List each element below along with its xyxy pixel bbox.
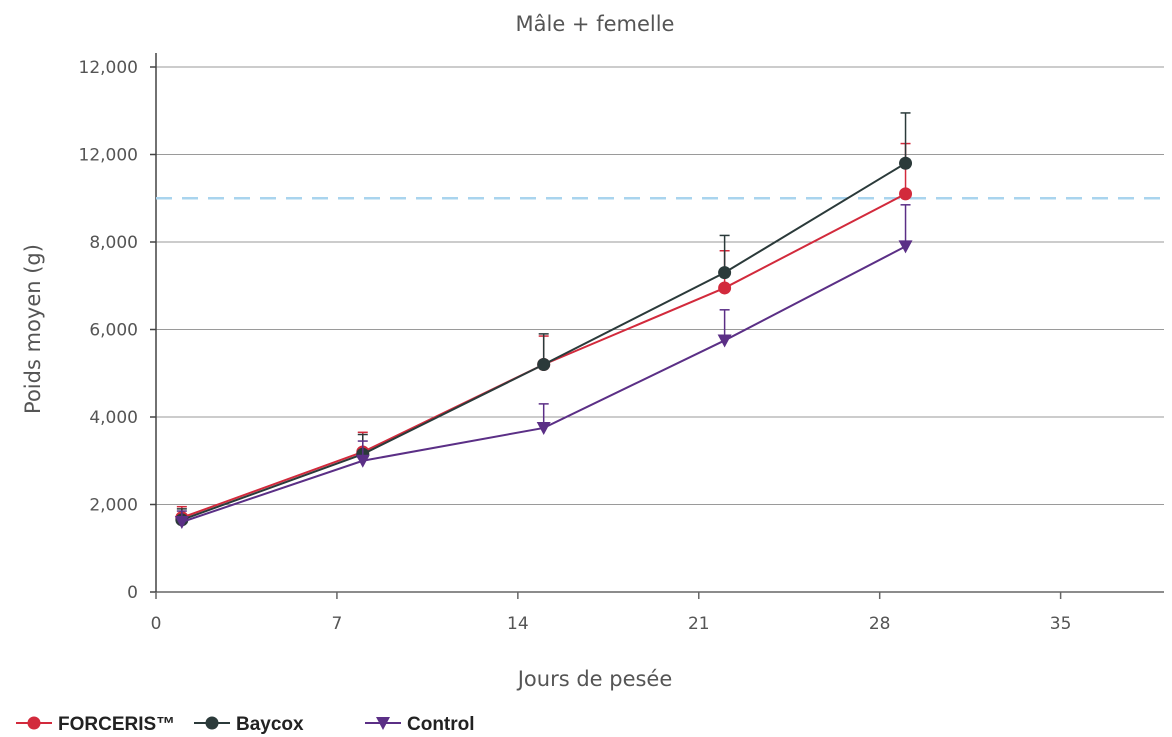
grid [156,66,1164,593]
x-tick-label: 0 [151,614,162,634]
x-axis-ticks: 0 7 14 21 28 35 [151,592,1072,634]
data-point [537,358,551,371]
x-tick-label: 28 [869,614,891,634]
y-axis-ticks: 0 2,000 4,000 6,000 8,000 12,000 12,000 [79,58,156,603]
y-tick-label: 2,000 [89,496,138,516]
series-group [174,112,913,529]
legend-item: FORCERIS™ [16,714,175,735]
legend-label: FORCERIS™ [58,714,175,735]
legend-marker [27,716,41,730]
y-tick-label: 4,000 [89,408,138,428]
x-tick-label: 21 [688,614,710,634]
legend-marker [205,716,219,730]
x-tick-label: 14 [507,614,529,634]
data-point [899,187,913,201]
data-point [899,156,913,170]
y-tick-label: 8,000 [89,233,138,253]
y-axis-label: Poids moyen (g) [21,244,45,414]
x-tick-label: 7 [332,614,343,634]
series-control [174,204,913,529]
legend: FORCERIS™ Baycox Control [16,714,475,735]
x-axis-label: Jours de pesée [516,667,673,691]
legend-label: Control [407,714,475,735]
data-point [718,266,732,280]
series-baycox [175,112,913,527]
data-point [717,334,732,348]
data-point [174,516,189,529]
legend-item: Control [365,714,475,735]
data-point [718,281,732,295]
y-tick-label: 6,000 [89,321,138,341]
legend-marker [376,717,390,730]
data-point [355,454,370,468]
y-tick-label: 12,000 [79,146,138,166]
x-tick-label: 35 [1050,614,1072,634]
y-tick-label: 12,000 [79,58,138,78]
legend-label: Baycox [236,714,304,735]
chart-title: Mâle + femelle [516,12,675,36]
y-tick-label: 0 [127,583,138,603]
data-point [536,421,551,435]
legend-item: Baycox [194,714,304,735]
data-point [898,240,913,254]
